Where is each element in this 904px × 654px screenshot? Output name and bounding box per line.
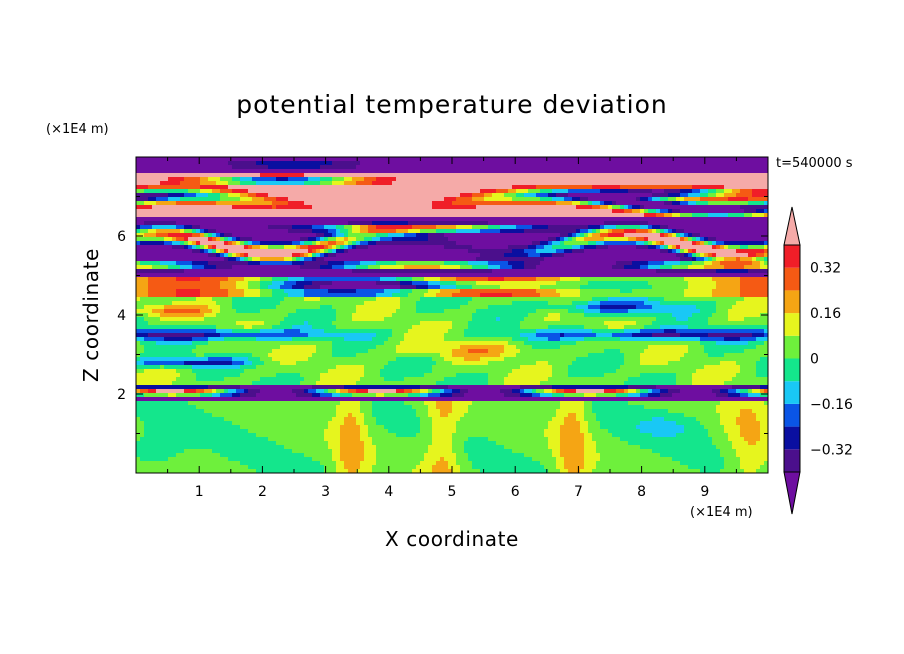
colorbar-band bbox=[784, 290, 800, 314]
colorbar-band bbox=[784, 449, 800, 472]
colorbar-under-triangle bbox=[783, 471, 801, 515]
colorbar-label: 0.32 bbox=[810, 261, 841, 277]
y-axis-label: Z coordinate bbox=[79, 248, 103, 382]
colorbar-band bbox=[784, 245, 800, 268]
y-tick-label: 6 bbox=[117, 229, 126, 245]
x-axis: 1 2 3 4 5 6 7 8 9 bbox=[167, 157, 737, 500]
x-tick-label: 6 bbox=[511, 484, 520, 500]
x-axis-label: X coordinate bbox=[385, 527, 519, 551]
colorbar-over-triangle bbox=[783, 206, 801, 246]
y-tick-label: 4 bbox=[117, 308, 126, 324]
colorbar-band bbox=[784, 358, 800, 382]
colorbar-label: −0.16 bbox=[810, 397, 853, 413]
x-tick-label: 5 bbox=[448, 484, 457, 500]
chart-title: potential temperature deviation bbox=[236, 90, 667, 119]
x-tick-label: 7 bbox=[574, 484, 583, 500]
colorbar: 0.32 0.16 0 −0.16 −0.32 bbox=[783, 206, 853, 515]
time-label: t=540000 s bbox=[776, 156, 853, 171]
heatmap-field bbox=[136, 157, 768, 473]
y-tick-label: 2 bbox=[117, 387, 126, 403]
colorbar-band bbox=[784, 313, 800, 336]
colorbar-label: −0.32 bbox=[810, 442, 853, 458]
colorbar-band bbox=[784, 267, 800, 291]
x-tick-label: 9 bbox=[700, 484, 709, 500]
x-tick-label: 2 bbox=[258, 484, 267, 500]
colorbar-label: 0 bbox=[810, 352, 819, 368]
x-tick-label: 1 bbox=[195, 484, 204, 500]
colorbar-band bbox=[784, 426, 800, 450]
y-axis: 2 4 6 bbox=[117, 196, 768, 434]
x-tick-label: 4 bbox=[384, 484, 393, 500]
colorbar-label: 0.16 bbox=[810, 306, 841, 322]
x-unit-label: (×1E4 m) bbox=[690, 505, 753, 520]
colorbar-band bbox=[784, 403, 800, 427]
x-tick-label: 3 bbox=[321, 484, 330, 500]
colorbar-frame bbox=[783, 244, 801, 473]
y-unit-label: (×1E4 m) bbox=[46, 122, 109, 137]
colorbar-band bbox=[784, 381, 800, 404]
colorbar-band bbox=[784, 335, 800, 359]
x-tick-label: 8 bbox=[637, 484, 646, 500]
